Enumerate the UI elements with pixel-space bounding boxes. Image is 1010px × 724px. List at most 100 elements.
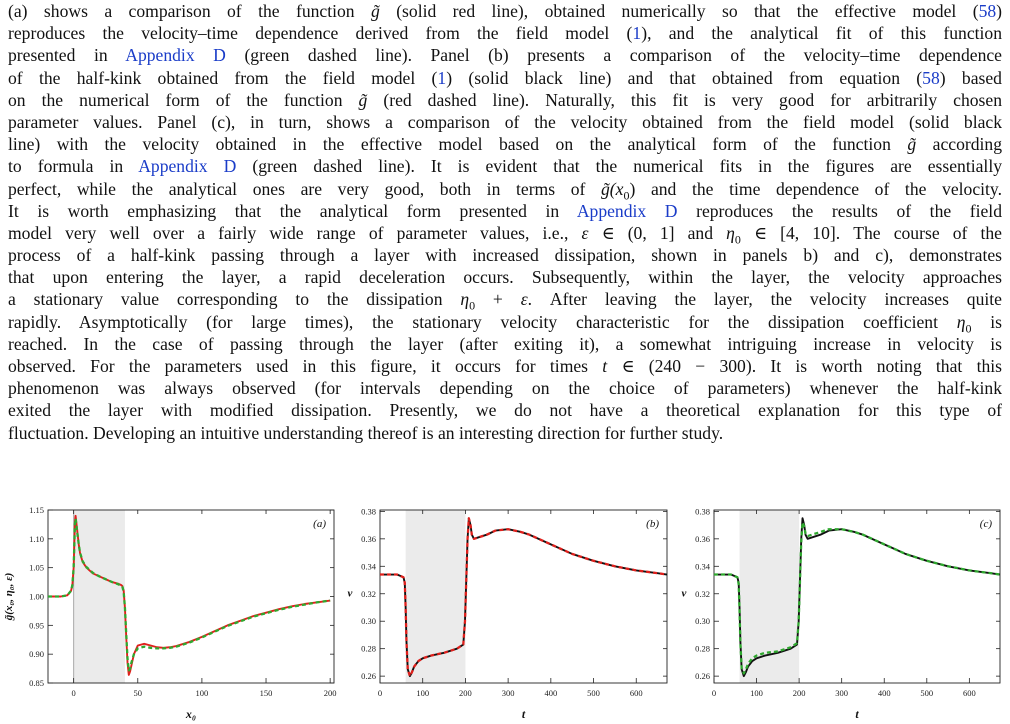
text-run: ∈ (240 − 300). It is worth noting that t…: [607, 356, 1002, 376]
x-tick-label: 400: [544, 688, 557, 698]
text-run: ) based: [939, 67, 1002, 88]
y-tick-label: 0.90: [29, 649, 44, 659]
text-run: a stationary value corresponding to the …: [8, 289, 461, 310]
x-tick-label: 600: [630, 688, 643, 698]
reference-link[interactable]: 1: [632, 23, 642, 44]
text-line: on the numerical form of the function g̃…: [8, 89, 1002, 111]
math-symbol: g̃: [371, 1, 380, 21]
x-axis-label: t: [855, 707, 859, 721]
y-tick-label: 1.15: [29, 505, 44, 515]
reference-link[interactable]: Appendix D: [576, 200, 678, 221]
x-tick-label: 300: [835, 688, 848, 698]
y-tick-label: 1.00: [29, 592, 44, 602]
text-line: process of a half-kink passing through a…: [8, 244, 1002, 266]
x-tick-label: 500: [920, 688, 933, 698]
subscript: 0: [734, 232, 741, 245]
math-symbol: g̃: [907, 134, 917, 155]
text-line: (a) shows a comparison of the function g…: [8, 0, 1002, 22]
text-run: rapidly. Asymptotically (for large times…: [8, 311, 957, 332]
text-run: model very well over a fairly wide range…: [8, 222, 582, 243]
math-symbol: g̃(x: [601, 178, 624, 199]
text-run: ): [629, 178, 636, 199]
x-tick-label: 0: [712, 688, 716, 698]
y-tick-label: 0.85: [29, 678, 44, 688]
x-tick-label: 100: [196, 688, 209, 698]
x-axis-label: t: [522, 707, 526, 721]
y-tick-label: 0.26: [361, 671, 376, 681]
text-run: ) (solid black line) and that obtained f…: [446, 67, 923, 88]
reference-link[interactable]: Appendix D: [125, 45, 226, 66]
reference-link[interactable]: 58: [922, 67, 940, 88]
text-run: (a) shows a comparison of the function: [8, 1, 371, 21]
x-tick-label: 200: [793, 688, 806, 698]
text-run: exited the layer with modified dissipati…: [8, 400, 1002, 421]
y-tick-label: 0.38: [361, 506, 376, 516]
x-tick-label: 50: [134, 688, 143, 698]
panel-label: (c): [980, 518, 993, 530]
x-axis-label: x₀: [185, 707, 196, 721]
text-line: fluctuation. Developing an intuitive und…: [8, 422, 1002, 444]
y-tick-label: 0.36: [361, 534, 376, 544]
text-line: reproduces the velocity–time dependence …: [8, 22, 1002, 44]
text-run: (solid red line), obtained numerically s…: [379, 1, 979, 21]
text-run: (red dashed line). Naturally, this fit i…: [367, 89, 1002, 110]
text-line: rapidly. Asymptotically (for large times…: [8, 311, 1002, 333]
text-line: model very well over a fairly wide range…: [8, 222, 1002, 244]
y-tick-label: 0.28: [361, 644, 376, 654]
text-line: a stationary value corresponding to the …: [8, 288, 1002, 310]
y-tick-label: 0.36: [695, 534, 710, 544]
text-run: perfect, while the analytical ones are v…: [8, 178, 601, 199]
subscript: 0: [965, 321, 972, 333]
y-tick-label: 0.28: [695, 644, 710, 654]
x-tick-label: 100: [416, 688, 429, 698]
x-tick-label: 600: [963, 688, 976, 698]
x-tick-label: 0: [72, 688, 76, 698]
reference-link[interactable]: 1: [437, 67, 447, 88]
body-paragraph: (a) shows a comparison of the function g…: [8, 0, 1002, 444]
text-run: ): [996, 1, 1002, 21]
y-tick-label: 0.26: [695, 671, 710, 681]
text-line: reached. In the case of passing through …: [8, 333, 1002, 355]
text-run: observed. For the parameters used in thi…: [8, 356, 603, 376]
x-tick-label: 300: [502, 688, 515, 698]
math-symbol: η: [726, 222, 735, 243]
text-run: (green dashed line). It is evident that …: [236, 156, 1002, 177]
y-tick-label: 0.30: [361, 616, 376, 626]
text-line: of the half-kink obtained from the field…: [8, 67, 1002, 89]
text-run: ∈ [4, 10]. The course of the: [740, 222, 1002, 243]
reference-link[interactable]: 58: [978, 1, 997, 21]
y-tick-label: 0.32: [361, 589, 376, 599]
chart-panel: 0 100 200 300 400 500 600 0.26 0.28 0.30 0.32 0.34 0…: [682, 506, 1001, 721]
text-run: of the half-kink obtained from the field…: [8, 67, 438, 88]
text-run: . After leaving the layer, the velocity …: [527, 289, 1002, 310]
x-tick-label: 150: [260, 688, 273, 698]
text-run: and the time dependence of the velocity.: [635, 178, 1002, 199]
text-run: (green dashed line). Panel (b) presents …: [225, 45, 1002, 66]
shaded-layer-region: [739, 510, 800, 683]
text-line: parameter values. Panel (c), in turn, sh…: [8, 111, 1002, 133]
x-tick-label: 200: [324, 688, 337, 698]
text-run: ), and the analytical fit of this functi…: [641, 23, 1002, 44]
x-tick-label: 400: [878, 688, 891, 698]
y-tick-label: 0.34: [695, 561, 711, 571]
math-symbol: g̃: [358, 89, 368, 110]
text-line: line) with the velocity obtained in the …: [8, 133, 1002, 155]
text-line: perfect, while the analytical ones are v…: [8, 178, 1002, 200]
text-line: It is worth emphasizing that the analyti…: [8, 200, 1002, 222]
text-run: It is worth emphasizing that the analyti…: [8, 200, 577, 221]
text-run: phenomenon was always observed (for inte…: [8, 378, 1002, 399]
y-tick-label: 0.32: [695, 589, 710, 599]
axes-frame: [379, 509, 668, 684]
axes-frame: [713, 509, 1001, 684]
text-run: that upon entering the layer, a rapid de…: [8, 267, 1002, 288]
y-axis-label: g̃(x₀, η₀, ε): [3, 573, 15, 622]
text-run: fluctuation. Developing an intuitive und…: [8, 422, 724, 443]
reference-link[interactable]: Appendix D: [138, 156, 237, 177]
text-run: reproduces the results of the field: [677, 200, 1002, 221]
text-line: to formula in Appendix D (green dashed l…: [8, 155, 1002, 177]
math-symbol: η: [956, 311, 966, 332]
x-tick-label: 100: [750, 688, 763, 698]
text-run: line) with the velocity obtained in the …: [8, 134, 908, 155]
x-tick-label: 500: [587, 688, 600, 698]
panel-label: (a): [313, 518, 326, 530]
